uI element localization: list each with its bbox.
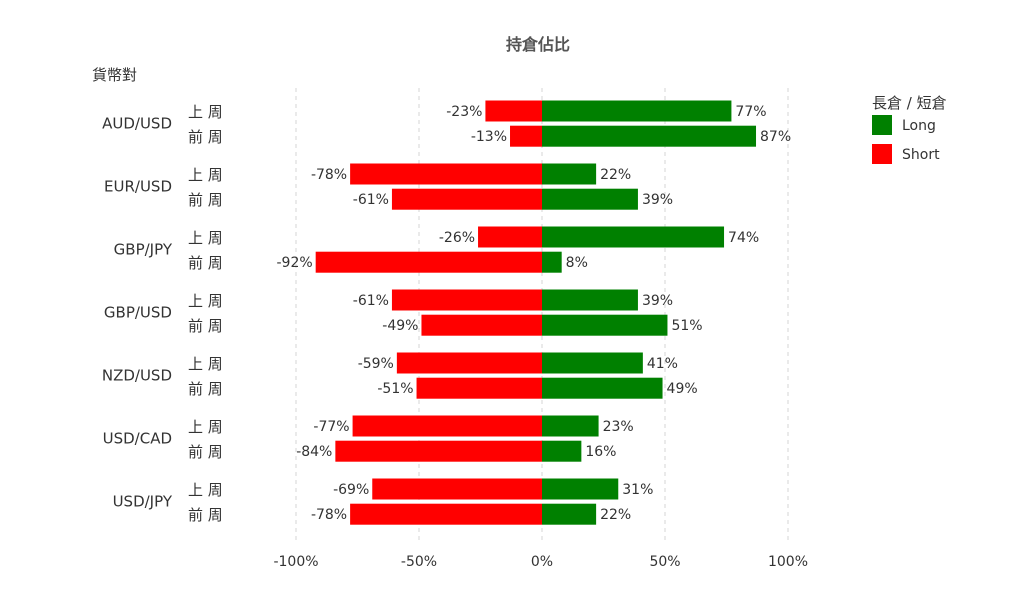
week-label: 上 周 <box>188 166 223 184</box>
pair-label: GBP/USD <box>104 304 172 322</box>
legend: 長倉 / 短倉 Long Short <box>872 94 947 164</box>
y-axis-title: 貨幣對 <box>92 66 137 84</box>
long-value-label: 22% <box>600 507 631 523</box>
week-label: 上 周 <box>188 103 223 121</box>
short-bar <box>315 251 542 273</box>
week-label: 上 周 <box>188 292 223 310</box>
short-bar <box>335 440 542 462</box>
short-value-label: -69% <box>333 482 369 498</box>
short-value-label: -23% <box>446 104 482 120</box>
week-label: 上 周 <box>188 229 223 247</box>
pair-label: NZD/USD <box>102 367 172 385</box>
short-bar <box>510 125 542 147</box>
short-bar <box>478 226 542 248</box>
x-axis-ticks: -100% -50% 0% 50% 100% <box>273 554 808 570</box>
week-label: 前 周 <box>188 128 223 146</box>
week-label: 上 周 <box>188 355 223 373</box>
short-value-label: -78% <box>311 507 347 523</box>
pair-label: USD/CAD <box>103 430 172 448</box>
short-bar <box>416 377 542 399</box>
short-bar <box>350 163 542 185</box>
week-label: 前 周 <box>188 191 223 209</box>
short-bar <box>350 503 542 525</box>
short-value-label: -78% <box>311 167 347 183</box>
long-bar <box>542 377 663 399</box>
long-bar <box>542 478 619 500</box>
long-value-label: 23% <box>603 419 634 435</box>
long-value-label: 39% <box>642 293 673 309</box>
long-value-label: 74% <box>728 230 759 246</box>
long-bar <box>542 352 643 374</box>
pair-label: GBP/JPY <box>114 241 173 259</box>
x-tick-label: 100% <box>768 554 808 570</box>
long-bar <box>542 415 599 437</box>
long-bar <box>542 314 668 336</box>
long-value-label: 51% <box>671 318 702 334</box>
short-value-label: -59% <box>358 356 394 372</box>
week-label: 前 周 <box>188 506 223 524</box>
short-bar <box>485 100 542 122</box>
long-bar <box>542 503 597 525</box>
long-bar <box>542 188 638 210</box>
pair-label: EUR/USD <box>104 178 172 196</box>
x-tick-label: -50% <box>401 554 437 570</box>
x-tick-label: 0% <box>531 554 553 570</box>
short-value-label: -77% <box>313 419 349 435</box>
short-value-label: -92% <box>277 255 313 271</box>
week-label: 前 周 <box>188 317 223 335</box>
long-bar <box>542 125 757 147</box>
short-bar <box>372 478 542 500</box>
grid <box>295 88 789 540</box>
week-label: 前 周 <box>188 443 223 461</box>
long-bar <box>542 251 562 273</box>
short-bar <box>421 314 542 336</box>
week-label: 上 周 <box>188 418 223 436</box>
long-value-label: 77% <box>735 104 766 120</box>
legend-swatch-long <box>872 115 892 135</box>
long-bar <box>542 440 582 462</box>
legend-swatch-short <box>872 144 892 164</box>
long-value-label: 22% <box>600 167 631 183</box>
short-value-label: -61% <box>353 192 389 208</box>
short-value-label: -49% <box>382 318 418 334</box>
legend-title: 長倉 / 短倉 <box>872 94 947 112</box>
short-value-label: -26% <box>439 230 475 246</box>
labels: AUD/USD 上 周 77% -23% 前 周 87% -13% EUR/USD 上 周 22%… <box>102 103 791 524</box>
bars <box>315 100 757 525</box>
long-value-label: 41% <box>647 356 678 372</box>
long-bar <box>542 289 638 311</box>
short-bar <box>352 415 542 437</box>
legend-label-short: Short <box>902 147 940 163</box>
long-value-label: 39% <box>642 192 673 208</box>
long-bar <box>542 100 732 122</box>
short-value-label: -61% <box>353 293 389 309</box>
short-bar <box>396 352 542 374</box>
x-tick-label: -100% <box>273 554 318 570</box>
chart-title: 持倉佔比 <box>506 35 570 54</box>
long-value-label: 87% <box>760 129 791 145</box>
x-tick-label: 50% <box>649 554 680 570</box>
short-value-label: -84% <box>296 444 332 460</box>
long-value-label: 31% <box>622 482 653 498</box>
week-label: 前 周 <box>188 380 223 398</box>
long-value-label: 49% <box>667 381 698 397</box>
long-bar <box>542 163 597 185</box>
short-bar <box>391 188 542 210</box>
legend-label-long: Long <box>902 118 936 134</box>
short-value-label: -51% <box>377 381 413 397</box>
week-label: 前 周 <box>188 254 223 272</box>
short-value-label: -13% <box>471 129 507 145</box>
pair-label: AUD/USD <box>102 115 172 133</box>
long-bar <box>542 226 725 248</box>
week-label: 上 周 <box>188 481 223 499</box>
long-value-label: 8% <box>566 255 588 271</box>
pair-label: USD/JPY <box>113 493 173 511</box>
short-bar <box>391 289 542 311</box>
long-value-label: 16% <box>585 444 616 460</box>
